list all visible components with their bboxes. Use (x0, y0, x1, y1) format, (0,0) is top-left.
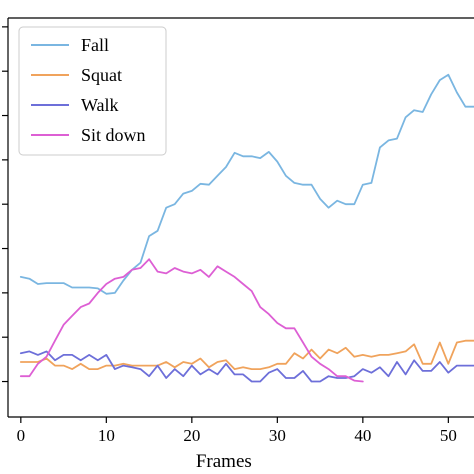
legend-label-walk: Walk (81, 95, 119, 115)
legend-label-squat: Squat (81, 65, 122, 85)
legend: Fall Squat Walk Sit down (18, 26, 167, 156)
series-line-fall (19, 73, 474, 295)
x-axis-label: Frames (196, 451, 252, 472)
legend-label-fall: Fall (81, 35, 109, 55)
series-line-walk (19, 350, 474, 383)
series-line-sit-down (19, 258, 364, 383)
series-line-squat (19, 339, 474, 371)
x-tick-label: 40 (354, 426, 371, 445)
series-layer (19, 73, 474, 383)
x-tick-label: 0 (17, 426, 26, 445)
x-tick-label: 20 (183, 426, 200, 445)
axes-layer: 0 10 20 30 40 50 (2, 17, 474, 445)
x-tick-label: 30 (269, 426, 286, 445)
legend-label-sit-down: Sit down (81, 125, 146, 145)
legend-frame (18, 26, 167, 156)
x-tick-label: 50 (440, 426, 457, 445)
x-tick-label: 10 (98, 426, 115, 445)
